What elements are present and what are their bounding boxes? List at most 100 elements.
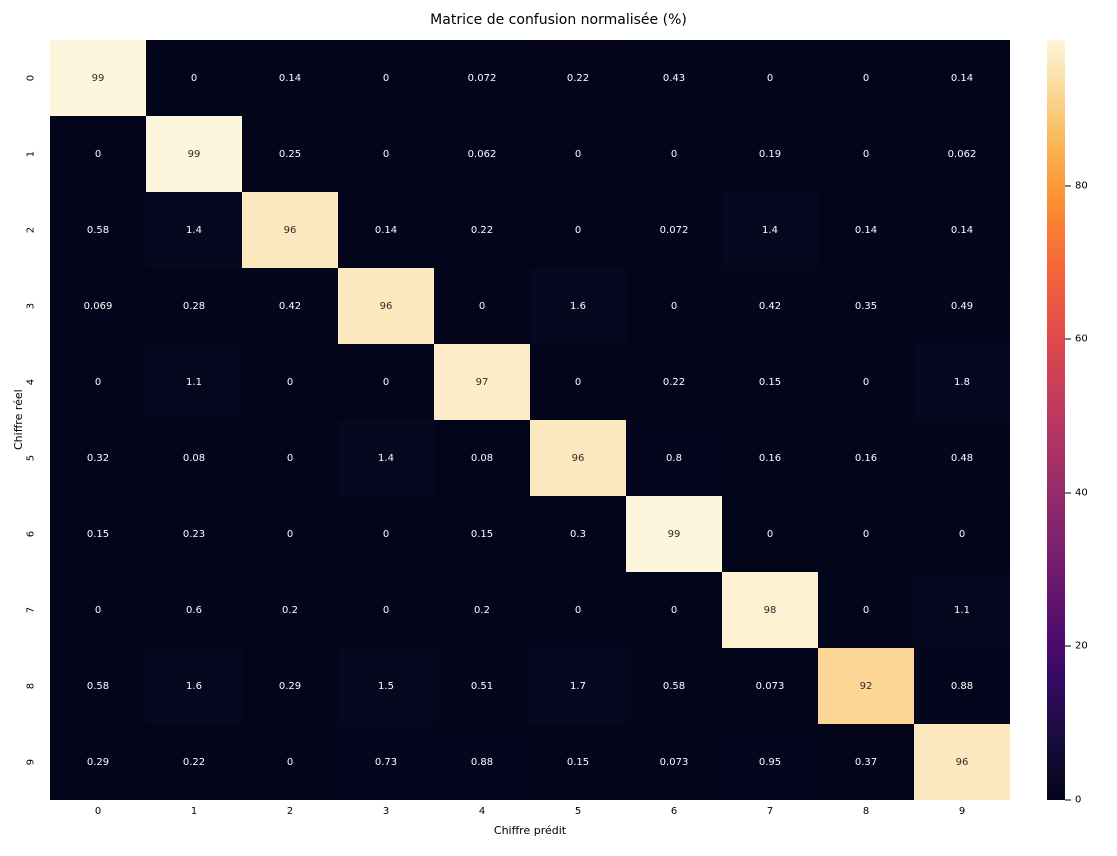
heatmap-cell: 0 [338,496,434,572]
heatmap-cell: 0.073 [722,648,818,724]
cell-value: 0.37 [855,757,877,768]
heatmap-cell: 0.88 [914,648,1010,724]
y-tick-label: 7 [26,607,37,613]
colorbar-tick-mark [1065,185,1071,186]
x-tick-label: 0 [95,806,101,817]
heatmap-cell: 0 [242,420,338,496]
heatmap-cell: 1.6 [530,268,626,344]
cell-value: 1.8 [954,377,970,388]
cell-value: 0 [863,377,869,388]
cell-value: 0 [863,73,869,84]
cell-value: 0.073 [660,757,689,768]
heatmap-cell: 0.072 [626,192,722,268]
cell-value: 0 [95,149,101,160]
cell-value: 0.062 [468,149,497,160]
x-tick-label: 3 [383,806,389,817]
heatmap-cell: 0 [530,192,626,268]
heatmap-cell: 0 [50,116,146,192]
chart-title: Matrice de confusion normalisée (%) [0,12,1117,28]
heatmap-cell: 0.15 [434,496,530,572]
heatmap-cell: 99 [146,116,242,192]
heatmap-cell: 0 [530,116,626,192]
heatmap-cell: 0.08 [146,420,242,496]
cell-value: 1.5 [378,681,394,692]
cell-value: 0 [575,377,581,388]
cell-value: 0.15 [87,529,109,540]
heatmap-cell: 1.4 [146,192,242,268]
heatmap-cell: 0 [722,40,818,116]
heatmap-cell: 0 [146,40,242,116]
heatmap-cell: 0 [818,40,914,116]
cell-value: 0 [959,529,965,540]
heatmap-cell: 0.32 [50,420,146,496]
cell-value: 0.062 [948,149,977,160]
cell-value: 0.14 [855,225,877,236]
x-tick-label: 9 [959,806,965,817]
cell-value: 0.072 [660,225,689,236]
y-tick-label: 6 [26,531,37,537]
cell-value: 0 [287,529,293,540]
cell-value: 0.08 [183,453,205,464]
heatmap-cell: 97 [434,344,530,420]
heatmap-cell: 0.23 [146,496,242,572]
colorbar-tick-label: 60 [1075,334,1088,345]
cell-value: 0 [863,605,869,616]
heatmap-cell: 0.08 [434,420,530,496]
heatmap-cell: 0.16 [818,420,914,496]
heatmap-cell: 0.58 [50,192,146,268]
heatmap-cell: 96 [338,268,434,344]
heatmap-cell: 0.15 [722,344,818,420]
heatmap-cell: 0.19 [722,116,818,192]
heatmap-cell: 0 [626,268,722,344]
cell-value: 0.15 [567,757,589,768]
cell-value: 0 [383,73,389,84]
cell-value: 0.49 [951,301,973,312]
heatmap-cell: 0.58 [50,648,146,724]
cell-value: 96 [380,301,393,312]
x-tick-label: 1 [191,806,197,817]
heatmap-cell: 96 [242,192,338,268]
cell-value: 1.4 [378,453,394,464]
colorbar-tick-mark [1065,800,1071,801]
cell-value: 0 [575,605,581,616]
cell-value: 0.15 [471,529,493,540]
cell-value: 96 [284,225,297,236]
heatmap-cell: 0.22 [434,192,530,268]
heatmap-cell: 0.29 [242,648,338,724]
heatmap-cell: 0.069 [50,268,146,344]
cell-value: 99 [188,149,201,160]
y-tick-label: 8 [26,683,37,689]
colorbar-tick-label: 80 [1075,180,1088,191]
heatmap-cell: 0 [530,572,626,648]
colorbar-tick: 20 [1065,641,1088,652]
cell-value: 0.42 [759,301,781,312]
heatmap-cell: 0 [626,116,722,192]
heatmap-cell: 0 [818,116,914,192]
cell-value: 1.6 [186,681,202,692]
cell-value: 0 [767,529,773,540]
cell-value: 1.1 [954,605,970,616]
colorbar-tick-mark [1065,339,1071,340]
colorbar-tick: 0 [1065,795,1081,806]
heatmap-cell: 0 [722,496,818,572]
heatmap-cell: 0.15 [530,724,626,800]
heatmap-cell: 96 [530,420,626,496]
cell-value: 0.14 [279,73,301,84]
heatmap-cell: 0.14 [242,40,338,116]
y-tick-label: 5 [26,455,37,461]
colorbar-tick: 80 [1065,180,1088,191]
heatmap-cell: 0.48 [914,420,1010,496]
cell-value: 0.43 [663,73,685,84]
cell-value: 0.14 [375,225,397,236]
heatmap-cell: 0.22 [626,344,722,420]
cell-value: 0 [383,529,389,540]
cell-value: 0.073 [756,681,785,692]
cell-value: 0 [671,301,677,312]
x-tick-label: 8 [863,806,869,817]
heatmap-cell: 92 [818,648,914,724]
cell-value: 0.25 [279,149,301,160]
cell-value: 0 [95,377,101,388]
cell-value: 0.29 [87,757,109,768]
cell-value: 0.29 [279,681,301,692]
x-tick-label: 5 [575,806,581,817]
